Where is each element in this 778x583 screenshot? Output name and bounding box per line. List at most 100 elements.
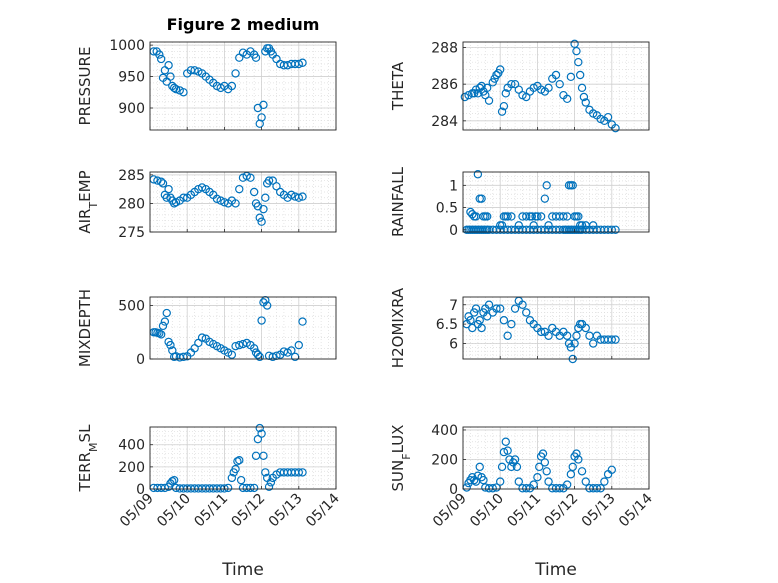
data-point [268, 176, 277, 185]
axes-box [462, 171, 650, 233]
data-point [294, 340, 303, 350]
data-point [298, 317, 307, 326]
data-point [589, 221, 598, 230]
data-point [168, 477, 177, 486]
data-point [479, 475, 488, 485]
data-point [287, 346, 296, 355]
y-axis-label: AIRTEMP [76, 170, 100, 233]
data-point [251, 53, 261, 62]
data-point [522, 212, 531, 221]
data-point [179, 193, 188, 202]
data-point [231, 69, 240, 78]
data-point [298, 468, 307, 477]
x-tick-label: 05/14 [303, 490, 343, 530]
data-point [261, 468, 270, 477]
x-tick-label: 05/13 [266, 491, 306, 531]
data-point [538, 449, 548, 458]
data-point [255, 352, 264, 362]
data-point [220, 198, 229, 207]
x-tick-label: 05/11 [504, 491, 544, 531]
data-point [527, 212, 537, 221]
axes-box [149, 426, 337, 490]
data-point [477, 81, 486, 91]
data-point [473, 89, 483, 98]
data-point [298, 58, 307, 67]
y-tick-label: 6.5 [436, 317, 458, 333]
data-point [507, 79, 516, 89]
data-point [577, 221, 587, 230]
x-tick-label: 05/10 [467, 491, 507, 531]
axes-background [463, 427, 649, 489]
data-point [257, 429, 266, 438]
data-point [166, 340, 175, 350]
y-tick-label: 284 [431, 114, 458, 130]
data-point [499, 101, 509, 111]
y-tick-label: 280 [118, 196, 145, 212]
data-point [522, 484, 531, 493]
data-point [466, 316, 475, 325]
data-point [257, 217, 266, 226]
data-point [542, 181, 551, 190]
data-point [496, 65, 505, 74]
data-point [572, 331, 581, 340]
data-point [503, 212, 512, 221]
y-axis-label: MIXDEPTH [76, 289, 94, 367]
axes-box [462, 426, 650, 490]
data-point [512, 462, 522, 472]
y-tick-label: 200 [118, 460, 145, 476]
data-point [272, 182, 281, 191]
data-point [227, 473, 237, 483]
data-point [231, 464, 240, 474]
data-point [544, 477, 553, 486]
data-point [501, 437, 510, 446]
data-point [162, 308, 171, 318]
data-point [164, 184, 173, 194]
data-point [577, 83, 587, 93]
data-point [564, 339, 574, 348]
data-point [497, 107, 507, 116]
data-point [246, 483, 255, 493]
y-tick-label: 200 [431, 452, 458, 468]
data-point [179, 88, 188, 97]
data-point [577, 467, 587, 476]
data-point [533, 212, 542, 221]
data-point [468, 323, 477, 333]
y-axis-label: THETA [389, 61, 407, 111]
data-point [542, 467, 551, 476]
x-tick-label: 05/12 [229, 491, 269, 531]
data-point [473, 170, 483, 179]
data-point [522, 308, 531, 317]
data-point [572, 46, 581, 56]
data-point [514, 477, 524, 486]
data-point [568, 181, 577, 190]
y-tick-label: 285 [118, 168, 145, 184]
data-point [158, 179, 168, 188]
subplot-3: 275 280 285 AIRTEMP [76, 168, 337, 241]
data-point [510, 304, 520, 313]
data-point [607, 465, 617, 475]
data-point [294, 468, 303, 477]
subplot-7: 020040005/0905/1005/1105/1205/1305/14TER… [76, 423, 343, 580]
y-tick-label: 400 [118, 438, 145, 454]
data-point [501, 89, 510, 98]
data-point [471, 304, 481, 313]
data-point [160, 317, 170, 326]
data-point [492, 304, 501, 313]
y-axis-label: RAINFALL [389, 166, 407, 237]
subplot-8: 020040005/0905/1005/1105/1205/1305/14SUN… [389, 423, 656, 580]
data-point [156, 54, 166, 64]
data-point [249, 483, 259, 493]
data-point [294, 193, 303, 202]
data-point [574, 455, 583, 464]
data-point [169, 475, 179, 485]
y-tick-label: 1000 [109, 38, 145, 54]
data-point [581, 323, 590, 333]
data-point [268, 352, 277, 362]
y-axis-label: H2OMIXRA [389, 287, 407, 368]
data-point [518, 300, 527, 309]
subplot-5: 0 500 MIXDEPTH [76, 289, 337, 368]
data-point [559, 212, 568, 221]
axes-background [150, 172, 336, 232]
data-point [562, 331, 572, 340]
axes-background [463, 172, 649, 232]
